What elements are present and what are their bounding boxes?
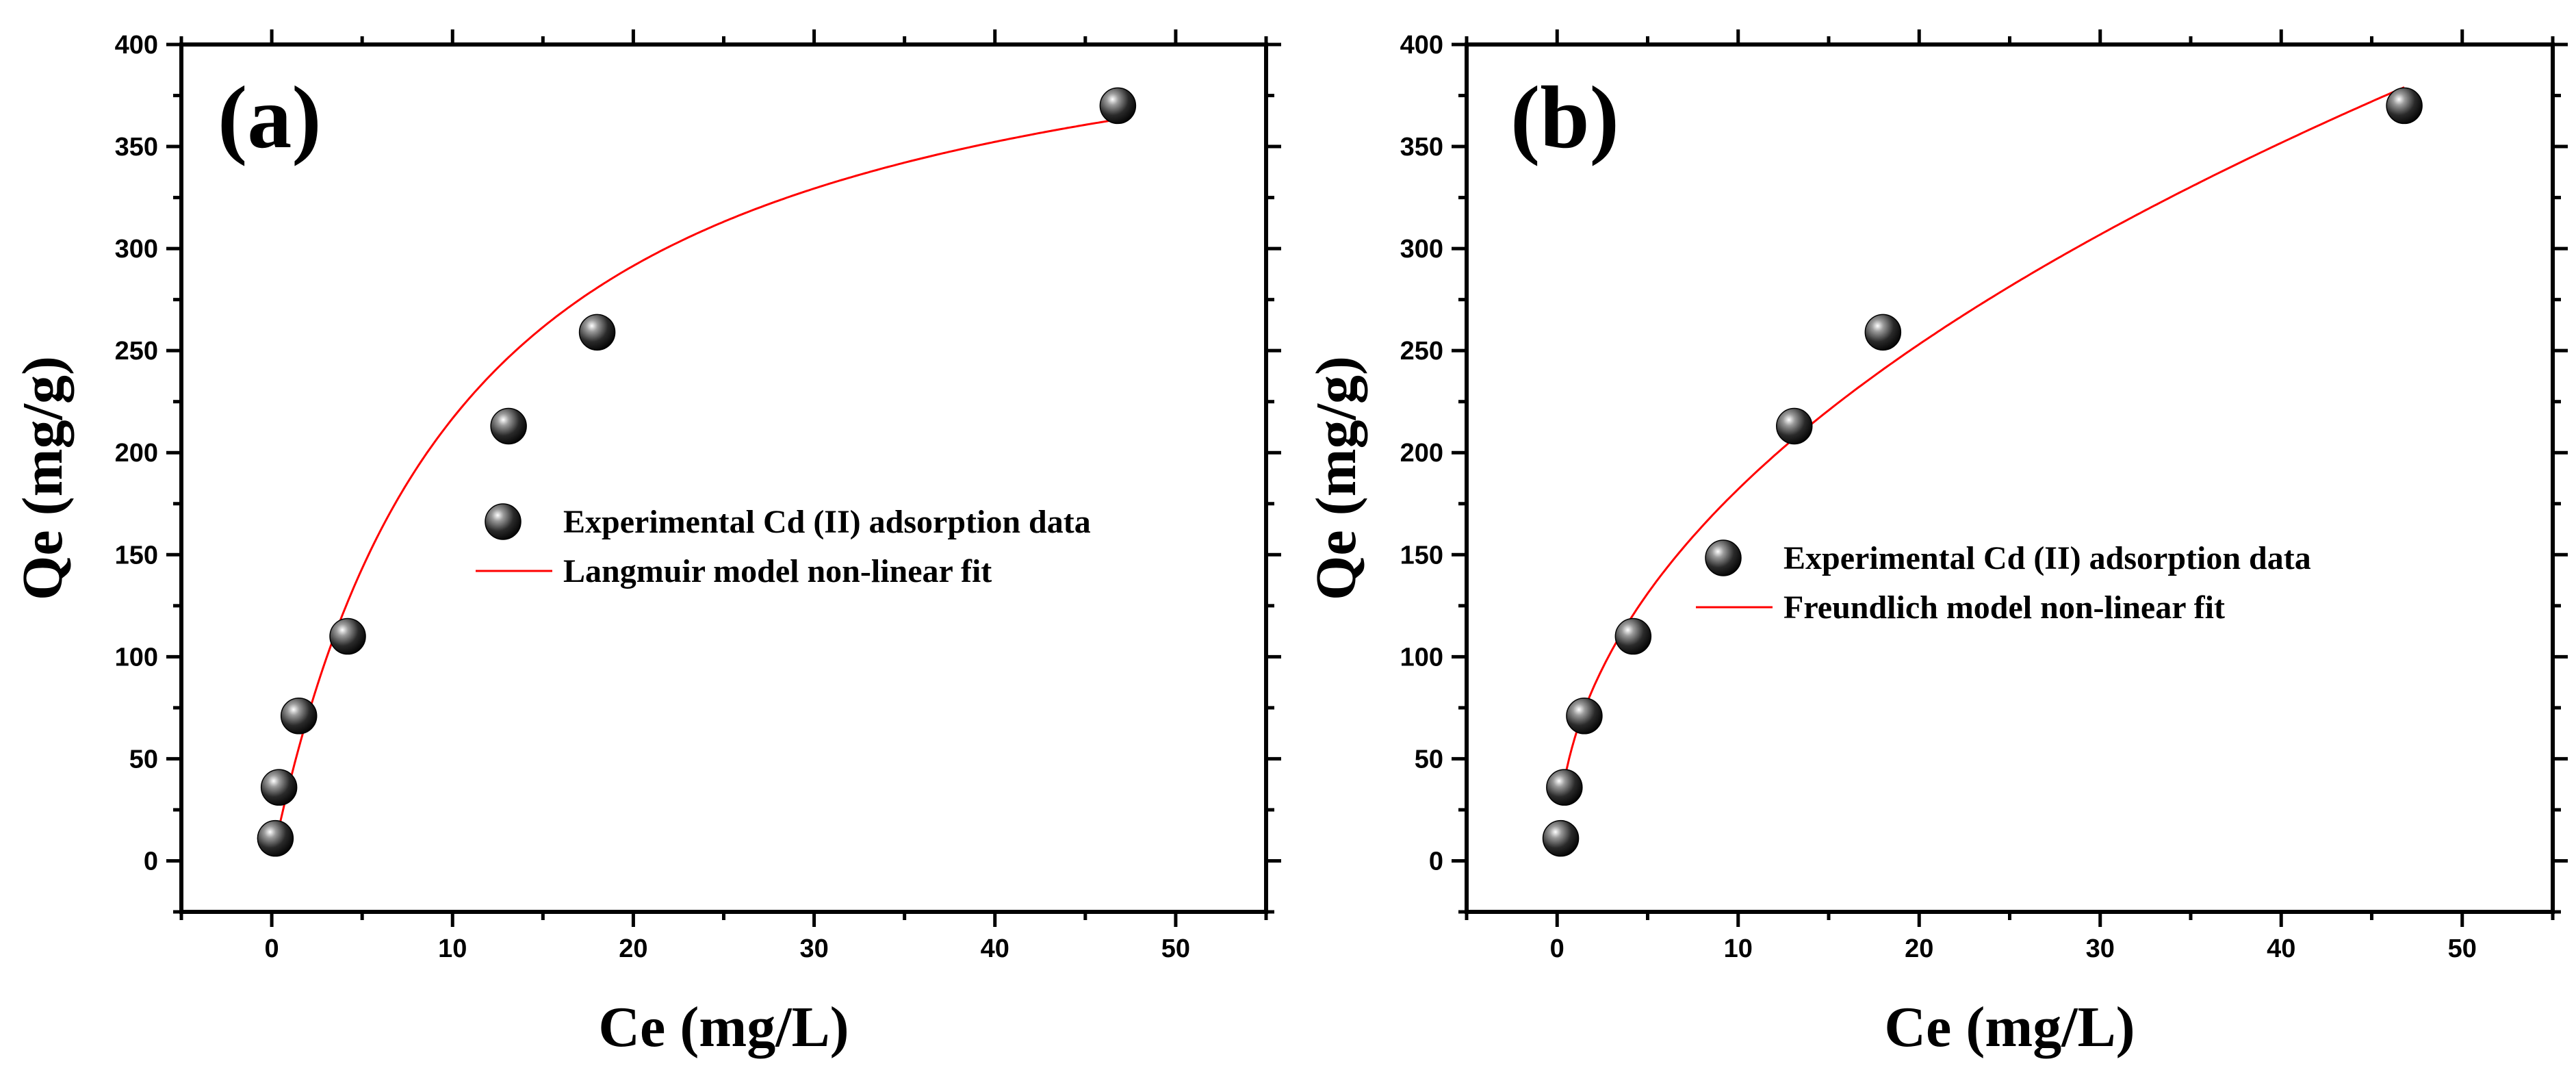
- x-tick-label: 50: [1161, 934, 1190, 963]
- x-tick-label: 10: [438, 934, 467, 963]
- data-point: [2386, 87, 2423, 125]
- x-tick-label: 50: [2448, 934, 2477, 963]
- y-tick-label: 200: [1400, 439, 1443, 468]
- data-point: [257, 819, 294, 857]
- panel-label: (b): [1510, 68, 1619, 167]
- y-tick-label: 150: [1400, 541, 1443, 570]
- legend-label-fit: Freundlich model non-linear fit: [1783, 589, 2225, 626]
- data-point: [1614, 617, 1652, 655]
- y-axis-title: Qe (mg/g): [1304, 356, 1368, 600]
- data-point: [578, 314, 616, 351]
- fit-curve: [274, 118, 1118, 845]
- x-axis-title: Ce (mg/L): [598, 995, 849, 1059]
- y-tick-label: 100: [115, 643, 158, 672]
- plot-frame: [1465, 42, 2555, 914]
- y-tick-label: 350: [1400, 133, 1443, 162]
- chart-panel-a: 0 10 20 30 40 50 0 50 100 150 200 250 300 350 400 Ce (m…: [11, 29, 1281, 1059]
- y-tick-label: 0: [1429, 847, 1443, 876]
- data-point: [329, 617, 366, 655]
- data-point: [280, 698, 318, 735]
- data-point: [1864, 314, 1902, 351]
- data-point: [1566, 698, 1603, 735]
- y-tick-label: 50: [129, 745, 158, 774]
- data-point: [260, 769, 298, 806]
- legend: Experimental Cd (II) adsorption data Freu…: [1696, 539, 2311, 626]
- y-tick-label: 50: [1415, 745, 1443, 774]
- y-tick-label: 400: [115, 31, 158, 60]
- x-tick-label: 20: [619, 934, 647, 963]
- y-tick-label: 350: [115, 133, 158, 162]
- legend-label-points: Experimental Cd (II) adsorption data: [563, 504, 1091, 540]
- fit-curve: [1560, 86, 2405, 804]
- y-tick-label: 250: [115, 337, 158, 366]
- x-tick-label: 40: [2267, 934, 2295, 963]
- data-point: [490, 407, 527, 445]
- y-tick-label: 250: [1400, 337, 1443, 366]
- y-tick-label: 100: [1400, 643, 1443, 672]
- data-point: [1099, 87, 1137, 125]
- x-tick-label: 0: [265, 934, 279, 963]
- legend: Experimental Cd (II) adsorption data Lang…: [476, 503, 1091, 589]
- x-tick-label: 30: [799, 934, 828, 963]
- x-tick-label: 20: [1905, 934, 1933, 963]
- legend-marker-points: [485, 503, 521, 540]
- x-tick-label: 0: [1550, 934, 1564, 963]
- y-tick-label: 0: [144, 847, 158, 876]
- panel-label: (a): [218, 68, 322, 167]
- plot-frame: [179, 42, 1268, 914]
- y-tick-label: 300: [1400, 235, 1443, 264]
- x-tick-label: 40: [981, 934, 1009, 963]
- data-point: [1775, 407, 1813, 445]
- x-axis-title: Ce (mg/L): [1884, 995, 2135, 1059]
- y-tick-label: 400: [1400, 31, 1443, 60]
- x-tick-label: 30: [2086, 934, 2115, 963]
- legend-label-fit: Langmuir model non-linear fit: [563, 553, 992, 589]
- y-tick-label: 200: [115, 439, 158, 468]
- y-tick-label: 300: [115, 235, 158, 264]
- legend-label-points: Experimental Cd (II) adsorption data: [1783, 540, 2311, 576]
- data-point: [1546, 769, 1583, 806]
- y-tick-label: 150: [115, 541, 158, 570]
- data-point: [1542, 819, 1580, 857]
- legend-marker-points: [1705, 539, 1742, 576]
- chart-panel-b: 0 10 20 30 40 50 0 50 100 150 200 250 300 350 400 Ce (m…: [1304, 29, 2568, 1059]
- x-tick-label: 10: [1724, 934, 1753, 963]
- y-axis-title: Qe (mg/g): [11, 356, 75, 600]
